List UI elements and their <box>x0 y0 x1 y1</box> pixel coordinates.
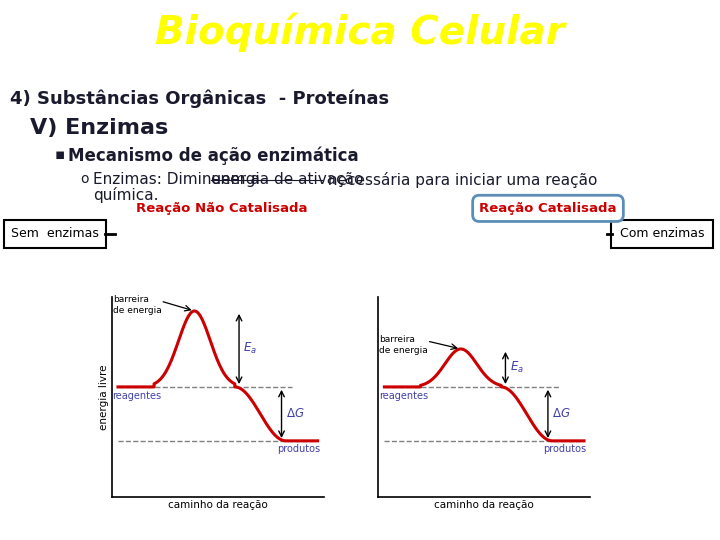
Text: $\Delta G$: $\Delta G$ <box>286 407 305 420</box>
Text: Enzimas: Diminuem a: Enzimas: Diminuem a <box>93 172 265 187</box>
Text: reagentes: reagentes <box>379 391 428 401</box>
Text: Reação Não Catalisada: Reação Não Catalisada <box>136 202 307 215</box>
Text: $E_a$: $E_a$ <box>243 341 257 356</box>
Text: barreira
de energia: barreira de energia <box>112 295 161 315</box>
Text: Sem  enzimas: Sem enzimas <box>11 227 99 240</box>
Text: produtos: produtos <box>544 444 587 454</box>
X-axis label: caminho da reação: caminho da reação <box>434 500 534 510</box>
Text: energia de ativação: energia de ativação <box>211 172 364 187</box>
Text: ▪: ▪ <box>55 147 66 162</box>
Text: o: o <box>80 172 89 186</box>
Text: Bioquímica Celular: Bioquímica Celular <box>155 12 565 52</box>
Text: barreira
de energia: barreira de energia <box>379 335 428 355</box>
Text: $\Delta G$: $\Delta G$ <box>552 407 571 420</box>
Text: Reação Catalisada: Reação Catalisada <box>480 202 617 215</box>
Y-axis label: energia livre: energia livre <box>99 364 109 430</box>
Text: V) Enzimas: V) Enzimas <box>30 118 168 138</box>
Text: química.: química. <box>93 187 158 203</box>
Text: reagentes: reagentes <box>112 391 162 401</box>
X-axis label: caminho da reação: caminho da reação <box>168 500 268 510</box>
Text: Com enzimas: Com enzimas <box>620 227 704 240</box>
Text: $E_a$: $E_a$ <box>510 360 523 375</box>
Text: 4) Substâncias Orgânicas  - Proteínas: 4) Substâncias Orgânicas - Proteínas <box>10 90 389 109</box>
Text: produtos: produtos <box>277 444 320 454</box>
FancyBboxPatch shape <box>611 220 713 248</box>
Text: Mecanismo de ação enzimática: Mecanismo de ação enzimática <box>68 147 359 165</box>
FancyBboxPatch shape <box>4 220 106 248</box>
Text: necessária para iniciar uma reação: necessária para iniciar uma reação <box>323 172 598 188</box>
